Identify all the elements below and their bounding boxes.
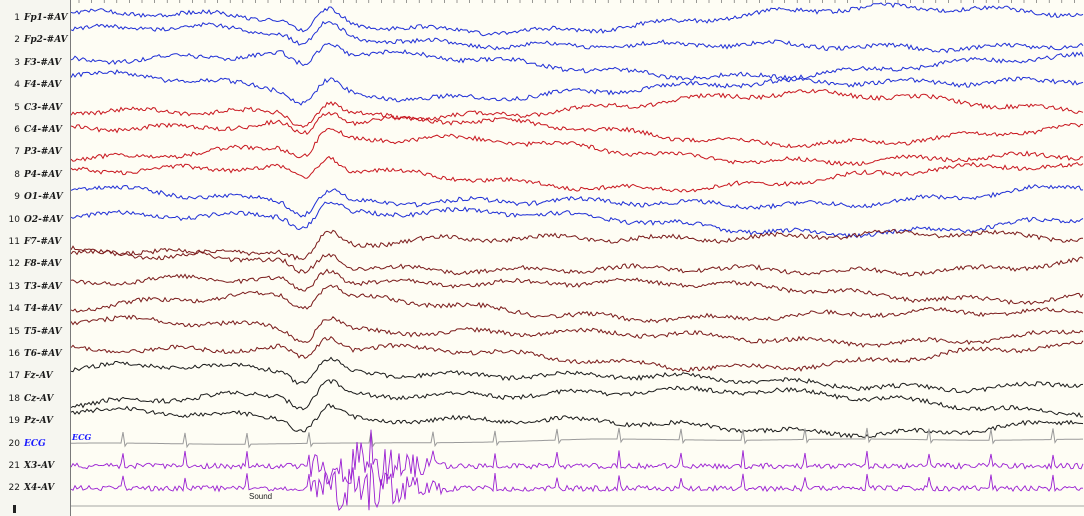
channel-name: P3-#AV	[24, 147, 62, 158]
channel-label[interactable]: 6 C4-#AV	[0, 122, 70, 138]
channel-label[interactable]: 7 P3-#AV	[0, 144, 70, 160]
channel-name: Pz-AV	[24, 416, 53, 427]
channel-label[interactable]: 19 Pz-AV	[0, 413, 70, 429]
ecg-annotation: ECG	[72, 432, 92, 442]
channel-number: 22	[8, 483, 20, 494]
channel-number: 19	[8, 416, 20, 427]
channel-trace	[71, 335, 1084, 373]
channel-label[interactable]: 13 T3-#AV	[0, 279, 70, 295]
channel-trace	[71, 155, 1084, 193]
channel-label[interactable]: 3 F3-#AV	[0, 55, 70, 71]
channel-trace	[71, 268, 1084, 306]
channel-trace	[71, 356, 1084, 394]
channel-name: T3-#AV	[24, 281, 62, 292]
channel-name: P4-#AV	[24, 169, 62, 180]
channel-label[interactable]: 9 O1-#AV	[0, 189, 70, 205]
channel-name: T5-#AV	[24, 326, 62, 337]
channel-name: Cz-AV	[24, 393, 54, 404]
channel-trace	[71, 284, 1084, 324]
channel-name: T4-#AV	[24, 304, 62, 315]
channel-number: 16	[8, 349, 20, 359]
channel-number: 18	[8, 393, 20, 404]
channel-number: 14	[8, 304, 20, 315]
channel-trace	[71, 429, 1084, 486]
channel-label[interactable]: 16 T6-#AV	[0, 346, 70, 362]
channel-trace	[71, 42, 1084, 81]
channel-name: ECG	[24, 438, 46, 449]
channel-trace	[71, 403, 1084, 439]
channel-number: 3	[14, 57, 20, 68]
channel-name: Fp1-#AV	[24, 13, 68, 23]
channel-name: Fp2-#AV	[24, 35, 68, 46]
channel-name: C3-#AV	[24, 102, 63, 113]
channel-name: Fz-AV	[24, 371, 53, 382]
channel-trace	[71, 88, 1084, 128]
channel-trace	[71, 184, 1084, 218]
channel-label[interactable]: 11 F7-#AV	[0, 234, 70, 250]
eeg-waveform-canvas	[71, 0, 1084, 512]
channel-name: T6-#AV	[24, 349, 62, 359]
channel-trace	[71, 2, 1084, 37]
channel-trace	[71, 245, 1084, 277]
channel-number: 9	[14, 192, 20, 203]
channel-label[interactable]: 17 Fz-AV	[0, 368, 70, 384]
channel-trace	[71, 111, 1084, 149]
channel-name: F8-#AV	[24, 259, 62, 270]
channel-trace	[71, 228, 1083, 261]
channel-trace	[71, 314, 1084, 348]
channel-number: 2	[14, 35, 20, 46]
channel-number: 15	[8, 326, 20, 337]
channel-name: F7-#AV	[24, 237, 62, 247]
channel-trace	[71, 127, 1084, 167]
channel-label[interactable]: 14 T4-#AV	[0, 301, 70, 317]
channel-label[interactable]: 4 F4-#AV	[0, 77, 70, 93]
channel-label[interactable]: 5 C3-#AV	[0, 100, 70, 116]
channel-label[interactable]: 1 Fp1-#AV	[0, 10, 70, 26]
channel-trace	[71, 20, 1084, 54]
channel-number: 8	[14, 169, 20, 180]
channel-label[interactable]: 12 F8-#AV	[0, 256, 70, 272]
channel-number: 7	[14, 147, 20, 158]
channel-label-column: 1 Fp1-#AV 2 Fp2-#AV 3 F3-#AV 4 F4-#AV 5 C3-#AV 6 C4…	[0, 0, 71, 516]
channel-number: 5	[14, 102, 20, 113]
channel-trace	[71, 69, 1084, 106]
channel-number: 11	[8, 237, 20, 247]
channel-label[interactable]: 22 X4-AV	[0, 480, 70, 496]
channel-label[interactable]: 2 Fp2-#AV	[0, 32, 70, 48]
channel-name: F3-#AV	[24, 57, 62, 68]
channel-name: C4-#AV	[24, 125, 63, 135]
scroll-marker[interactable]	[13, 505, 16, 513]
channel-number: 10	[8, 214, 20, 225]
channel-label[interactable]: 10 O2-#AV	[0, 212, 70, 228]
channel-number: 13	[8, 281, 20, 292]
channel-name: O1-#AV	[24, 192, 63, 203]
time-ruler	[78, 0, 1075, 3]
channel-trace	[71, 379, 1084, 418]
channel-name: X4-AV	[24, 483, 55, 494]
channel-trace	[71, 427, 1083, 449]
channel-number: 17	[8, 371, 20, 382]
channel-trace	[71, 201, 1084, 239]
channel-name: O2-#AV	[24, 214, 63, 225]
channel-number: 21	[8, 461, 20, 471]
channel-label[interactable]: 15 T5-#AV	[0, 324, 70, 340]
channel-number: 12	[8, 259, 20, 270]
channel-number: 1	[14, 13, 20, 23]
sound-event-annotation[interactable]: Sound	[249, 492, 273, 501]
channel-number: 20	[8, 438, 20, 449]
channel-name: X3-AV	[24, 461, 55, 471]
channel-number: 6	[14, 125, 20, 135]
channel-label[interactable]: 8 P4-#AV	[0, 167, 70, 183]
channel-label[interactable]: 20 ECG	[0, 436, 70, 452]
channel-label[interactable]: 18 Cz-AV	[0, 391, 70, 407]
channel-label[interactable]: 21 X3-AV	[0, 458, 70, 474]
channel-trace	[71, 463, 1084, 512]
channel-number: 4	[14, 80, 20, 91]
eeg-trace-area[interactable]: ECG Sound	[71, 0, 1084, 516]
channel-name: F4-#AV	[24, 80, 62, 91]
